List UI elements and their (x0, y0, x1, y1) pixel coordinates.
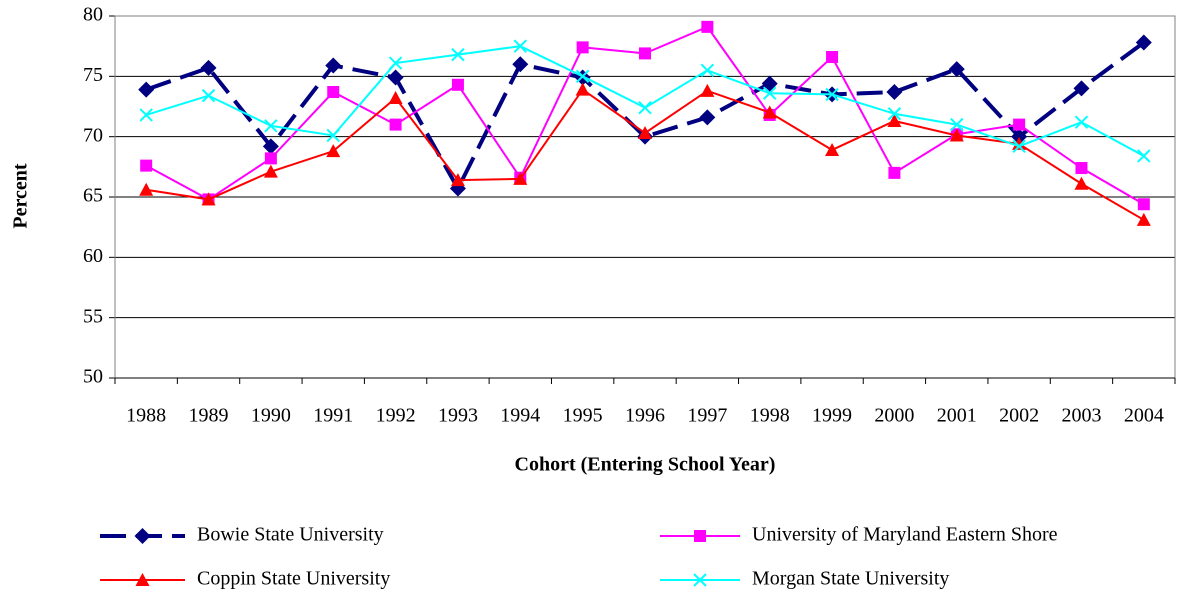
marker (888, 166, 901, 179)
x-tick-label: 1995 (563, 405, 603, 427)
marker (387, 69, 404, 86)
marker (1073, 80, 1090, 97)
marker (693, 573, 707, 587)
x-tick-label: 1988 (126, 405, 166, 427)
marker (762, 86, 777, 100)
marker (201, 192, 216, 206)
marker (200, 59, 217, 76)
marker (135, 573, 150, 586)
marker (264, 119, 278, 133)
marker (575, 69, 590, 84)
marker (134, 528, 151, 544)
marker (1012, 136, 1027, 150)
y-tick-label: 65 (83, 185, 103, 207)
marker (1137, 149, 1151, 163)
x-tick-label: 1998 (750, 405, 790, 427)
legend-label: University of Maryland Eastern Shore (752, 524, 1058, 546)
marker (513, 39, 528, 53)
y-tick-label: 50 (83, 366, 103, 388)
marker (1075, 162, 1088, 175)
marker (886, 84, 903, 101)
marker (326, 144, 341, 158)
x-tick-label: 2002 (999, 405, 1039, 427)
x-tick-label: 1989 (189, 405, 229, 427)
marker (639, 47, 651, 60)
y-axis-label: Percent (10, 163, 32, 228)
marker (762, 105, 777, 119)
marker (451, 47, 465, 62)
marker (638, 126, 652, 140)
marker (699, 109, 716, 126)
marker (1011, 128, 1028, 145)
marker (825, 142, 840, 156)
marker (139, 182, 154, 196)
x-tick-label: 1993 (438, 405, 478, 427)
marker (263, 164, 278, 178)
marker (201, 88, 216, 103)
marker (948, 61, 965, 78)
marker (388, 56, 403, 70)
marker (887, 113, 902, 127)
x-tick-label: 2004 (1124, 405, 1164, 427)
y-tick-label: 75 (83, 64, 103, 86)
marker (950, 117, 964, 132)
legend-label: Morgan State University (752, 568, 949, 590)
x-tick-label: 1997 (687, 405, 727, 427)
x-axis-label: Cohort (Entering School Year) (515, 454, 776, 476)
legend-label: Bowie State University (197, 524, 384, 546)
marker (949, 128, 964, 142)
y-tick-label: 80 (83, 4, 103, 26)
marker (700, 63, 715, 78)
marker (326, 128, 340, 143)
x-tick-label: 1996 (625, 405, 665, 427)
marker (512, 56, 529, 73)
marker (139, 108, 153, 122)
x-tick-label: 1990 (251, 405, 291, 427)
marker (325, 57, 342, 74)
marker (1135, 34, 1152, 51)
x-tick-label: 2001 (937, 405, 977, 427)
x-tick-label: 1992 (376, 405, 416, 427)
x-tick-label: 1994 (500, 405, 540, 427)
x-tick-label: 2003 (1061, 405, 1101, 427)
y-tick-label: 70 (83, 124, 103, 146)
marker (389, 118, 402, 131)
marker (1137, 198, 1150, 211)
x-tick-label: 1991 (313, 405, 353, 427)
marker (140, 159, 153, 172)
legend-label: Coppin State University (197, 568, 390, 590)
marker (701, 20, 714, 33)
marker (575, 82, 590, 96)
x-tick-label: 2000 (874, 405, 914, 427)
series-line (145, 40, 1146, 193)
marker (327, 86, 340, 99)
marker (1136, 212, 1151, 226)
marker (1074, 176, 1089, 190)
marker (1074, 115, 1089, 129)
marker (638, 100, 652, 115)
y-tick-label: 60 (83, 245, 103, 267)
marker (694, 530, 706, 542)
marker (262, 138, 279, 155)
marker (1013, 118, 1026, 131)
marker (138, 81, 155, 98)
marker (513, 171, 528, 185)
marker (264, 152, 277, 165)
y-tick-label: 55 (83, 305, 103, 327)
marker (451, 78, 464, 91)
marker (825, 87, 839, 102)
marker (450, 173, 465, 187)
marker (761, 75, 778, 92)
marker (388, 91, 403, 105)
marker (826, 51, 839, 64)
x-tick-label: 1999 (812, 405, 852, 427)
marker (1012, 139, 1026, 154)
marker (700, 83, 715, 97)
marker (887, 107, 902, 121)
marker (576, 41, 589, 54)
